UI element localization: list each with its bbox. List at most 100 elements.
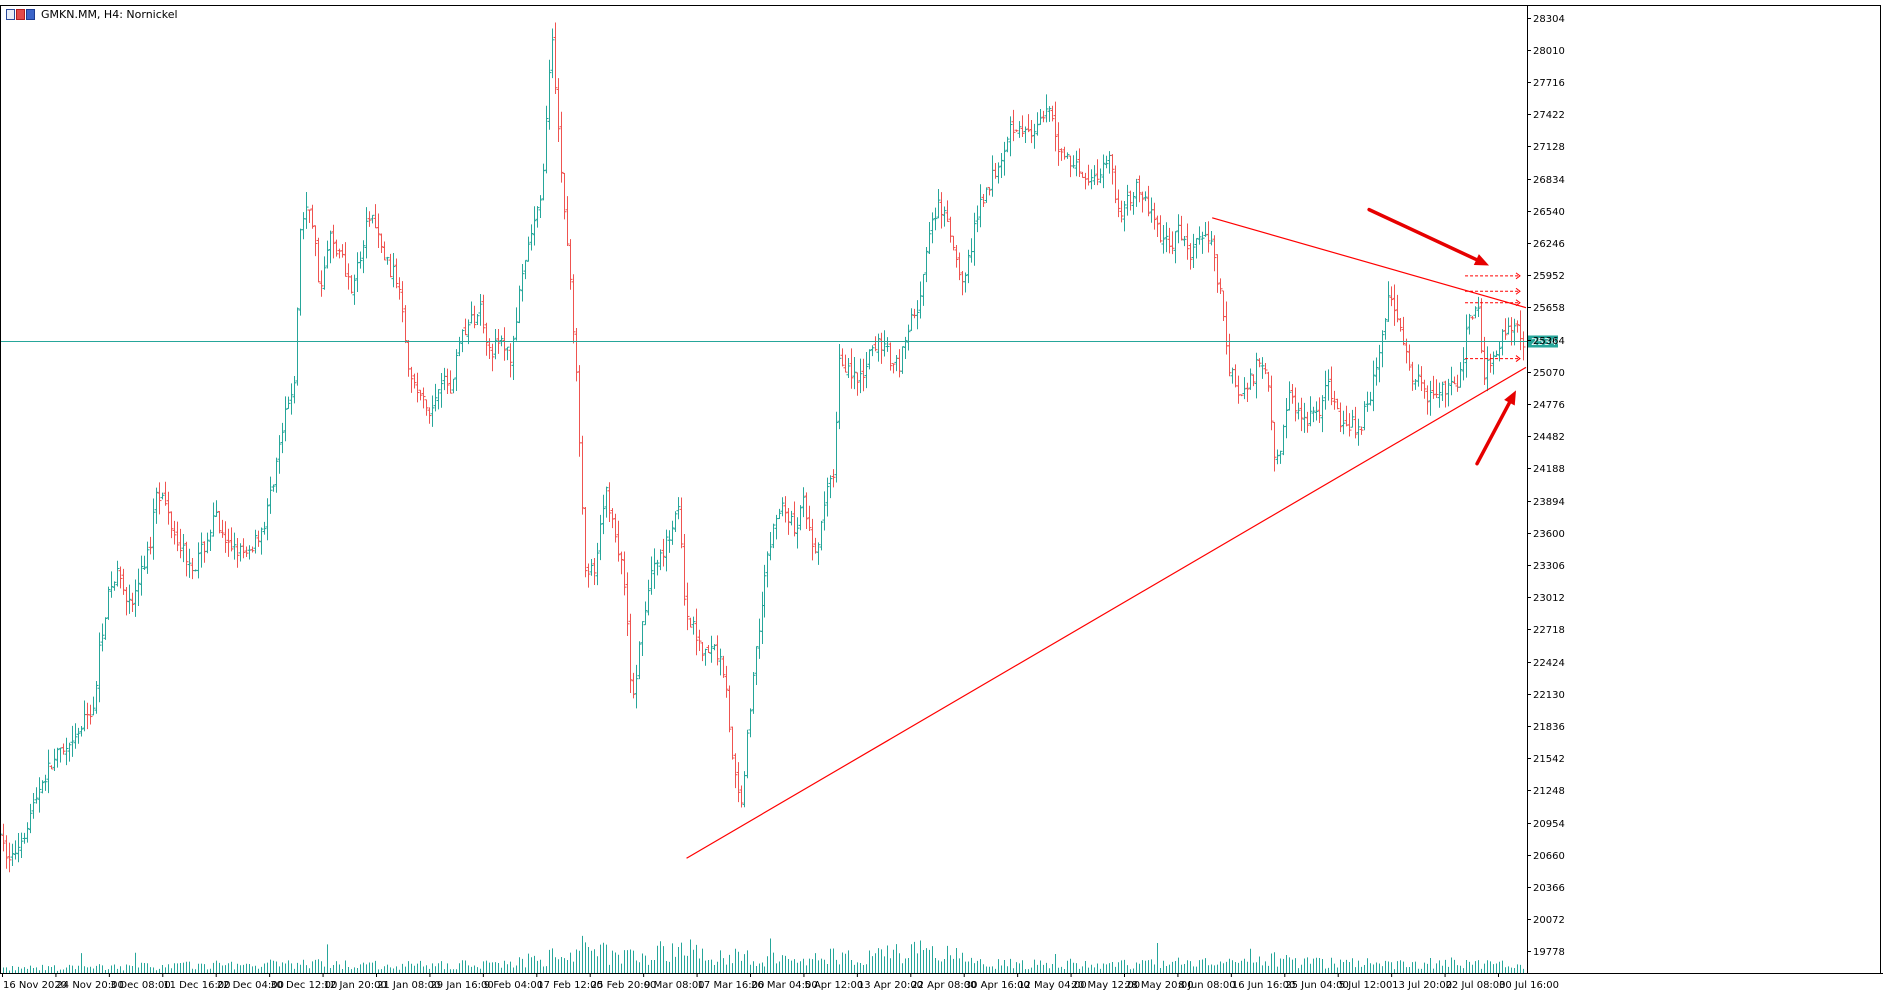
candle [178,528,183,559]
trendline[interactable] [1212,217,1527,309]
x-tick-label: 25 Jun 04:00 [1285,980,1349,991]
candle [987,186,992,196]
y-tick-label: 22718 [1533,625,1565,636]
candle [1422,379,1427,399]
candle [106,586,111,620]
candle [1104,155,1109,169]
candle [421,387,426,409]
candle [430,395,435,427]
candle [457,336,462,357]
candle [313,225,318,257]
level-arrow-icon [1515,299,1521,307]
candle [280,422,285,454]
candle [121,568,126,595]
x-tick-label: 11 Dec 16:00 [163,980,230,991]
candle [541,163,546,201]
candle [400,281,405,323]
candle [924,246,929,283]
candle [652,548,657,589]
candle [523,259,528,280]
candle [4,835,9,869]
candle [187,548,192,578]
y-tick-label: 24188 [1533,464,1565,475]
candle [1110,154,1115,185]
candle [265,498,270,541]
candle [454,349,459,391]
y-tick-label: 20366 [1533,883,1565,894]
x-tick-label: 13 Jul 20:00 [1392,980,1452,991]
level-arrow-icon [1515,272,1521,280]
candle [1341,410,1346,435]
x-tick-label: 30 Dec 12:00 [270,980,337,991]
candle [670,520,675,545]
candle [858,358,863,394]
candle [1050,105,1055,122]
candle [1476,296,1481,318]
candle [1011,109,1016,142]
candle [1185,223,1190,260]
candle [1179,215,1184,241]
candle [1461,347,1466,381]
candle [1155,215,1160,238]
candle [658,549,663,571]
x-tick-label: 30 Apr 16:00 [965,980,1030,991]
candle [595,542,600,586]
candle [879,332,884,364]
candle [232,532,237,560]
candle [1494,350,1499,357]
candle [1272,421,1277,472]
candle [625,572,630,636]
candle [145,541,150,574]
candle [1317,397,1322,424]
candle [1218,278,1223,295]
candle [349,275,354,294]
candle [256,530,261,547]
candle [325,240,330,269]
candle [1449,366,1454,396]
candle [807,505,812,532]
candle [127,584,132,614]
candle [667,530,672,553]
candle [1170,231,1175,255]
candle [550,28,555,79]
red-arrow-icon[interactable] [1367,207,1490,266]
candle [1311,406,1316,423]
candle [1188,243,1193,270]
candle [1023,126,1028,143]
candle [1389,286,1394,307]
candle [1131,192,1136,215]
x-tick-label: 28 May 20:00 [1125,980,1194,991]
candle [1299,397,1304,432]
candles-layer [0,22,1526,873]
candle [1083,172,1088,190]
x-tick-label: 16 Nov 2020 [3,980,67,991]
candle [1353,406,1358,439]
candle [801,487,806,518]
candle [1305,411,1310,433]
candle [691,616,696,635]
candle [130,592,135,613]
candle [754,646,759,686]
candle [1053,101,1058,152]
candle [1332,390,1337,410]
candle [571,274,576,344]
candle [103,617,108,640]
red-arrow-icon[interactable] [1475,390,1517,466]
candle [1152,202,1157,230]
y-tick-label: 26246 [1533,239,1565,250]
candle [1491,351,1496,375]
candle [816,542,821,565]
candle [1200,231,1205,254]
candle [481,294,486,334]
trendline[interactable] [686,366,1527,859]
candle [1368,391,1373,406]
candle [49,765,54,770]
candle [418,389,423,401]
y-tick-label: 23600 [1533,529,1565,540]
candle [412,373,417,389]
candle [810,518,815,561]
candle [1500,329,1505,356]
candle [718,648,723,676]
